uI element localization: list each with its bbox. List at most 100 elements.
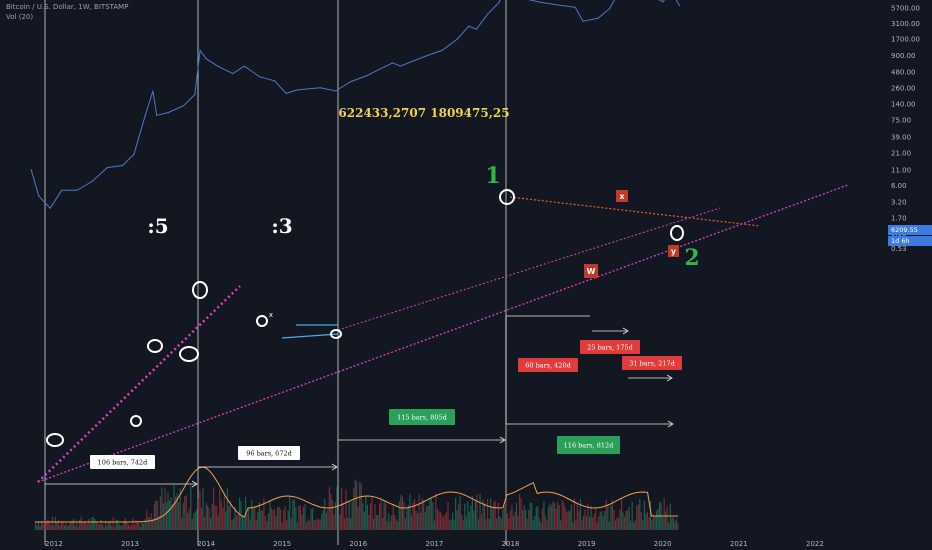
volume-bar — [340, 488, 343, 530]
y-tick-label: 21.00 — [891, 150, 911, 158]
y-tick-label: 260.00 — [891, 84, 916, 92]
volume-bar — [677, 522, 679, 530]
volume-bar — [219, 489, 221, 530]
volume-bar — [534, 516, 536, 530]
volume-bar — [276, 507, 279, 530]
volume-bar — [552, 501, 554, 530]
y-tick-label: 75.00 — [891, 117, 911, 125]
price-point — [540, 1, 542, 4]
volume-bar — [573, 498, 575, 530]
volume-bar — [80, 516, 82, 530]
volume-bar — [278, 506, 280, 530]
volume-bar — [228, 506, 230, 530]
volume-bar — [353, 487, 355, 530]
volume-bar — [413, 499, 416, 530]
volume-bar — [156, 500, 158, 530]
volume-bar — [132, 518, 134, 530]
price-point — [468, 25, 470, 27]
range-label-box — [580, 340, 640, 354]
volume-bar — [363, 511, 365, 530]
volume-bar — [324, 498, 326, 530]
volume-bar — [117, 519, 119, 530]
price-point — [152, 90, 154, 92]
volume-bar — [313, 520, 315, 530]
volume-bar — [426, 505, 428, 530]
volume-bar — [164, 488, 166, 530]
volume-bar — [336, 487, 338, 530]
price-point — [426, 55, 428, 57]
volume-bar — [194, 511, 196, 530]
wave-label-1: 1 — [485, 163, 500, 189]
volume-bar — [401, 496, 403, 530]
volume-bar — [316, 518, 318, 530]
volume-bar — [385, 503, 387, 530]
volume-bar — [642, 520, 644, 530]
ratio-annotation-3: :3 — [271, 214, 292, 238]
volume-bar — [506, 513, 508, 530]
price-point — [258, 76, 261, 78]
price-point — [232, 73, 234, 75]
volume-bar — [254, 506, 256, 530]
volume-bar — [566, 511, 568, 530]
ratio-annotation-5: :5 — [147, 214, 168, 238]
volume-bar — [152, 518, 154, 530]
volume-bar — [103, 526, 105, 530]
volume-bar — [216, 505, 218, 530]
highlight-circle — [256, 315, 268, 327]
volume-bar — [318, 519, 320, 530]
volume-bar — [45, 521, 47, 530]
volume-bar — [491, 508, 493, 530]
volume-bar — [350, 518, 352, 530]
volume-bar — [59, 525, 61, 530]
marker-x-text: x — [619, 192, 625, 201]
volume-bar — [461, 514, 463, 530]
price-point — [555, 4, 557, 6]
volume-bar — [295, 507, 297, 530]
volume-bar — [106, 526, 108, 530]
volume-bar — [308, 520, 311, 530]
volume-bar — [220, 500, 222, 530]
range-label-box — [518, 358, 578, 372]
volume-bar — [622, 512, 624, 530]
volume-bar — [505, 500, 507, 530]
volume-bar — [634, 519, 636, 530]
volume-bar — [153, 504, 155, 530]
volume-bar — [325, 512, 327, 530]
price-point — [167, 112, 169, 114]
volume-bar — [296, 521, 298, 530]
volume-bar — [427, 505, 429, 530]
volume-bar — [74, 525, 76, 530]
volume-bar — [429, 498, 431, 530]
volume-bar — [404, 518, 407, 530]
volume-bar — [474, 501, 477, 530]
volume-bar — [442, 517, 445, 530]
x-tick-label: 2022 — [806, 540, 824, 548]
volume-bar — [149, 517, 151, 530]
volume-bar — [631, 502, 633, 530]
volume-bar — [375, 515, 378, 530]
volume-bar — [381, 518, 384, 530]
volume-bar — [483, 502, 486, 530]
price-point — [76, 189, 78, 191]
volume-bar — [173, 484, 175, 530]
volume-bar — [214, 505, 216, 530]
volume-bar — [590, 505, 592, 530]
volume-bar — [406, 507, 408, 530]
volume-bar — [672, 517, 674, 530]
volume-bar — [599, 511, 601, 530]
price-point — [121, 164, 124, 167]
volume-bar — [123, 521, 125, 530]
volume-bar — [141, 522, 143, 530]
volume-bar — [91, 517, 93, 530]
volume-bar — [669, 503, 671, 530]
volume-bar — [423, 500, 425, 530]
price-point — [274, 80, 276, 82]
volume-bar — [444, 514, 446, 530]
volume-bar — [280, 509, 282, 530]
volume-bar — [407, 505, 410, 530]
marker-y-box — [668, 245, 679, 257]
price-point — [243, 65, 245, 67]
highlight-circle — [179, 346, 199, 362]
volume-bar — [330, 493, 332, 530]
